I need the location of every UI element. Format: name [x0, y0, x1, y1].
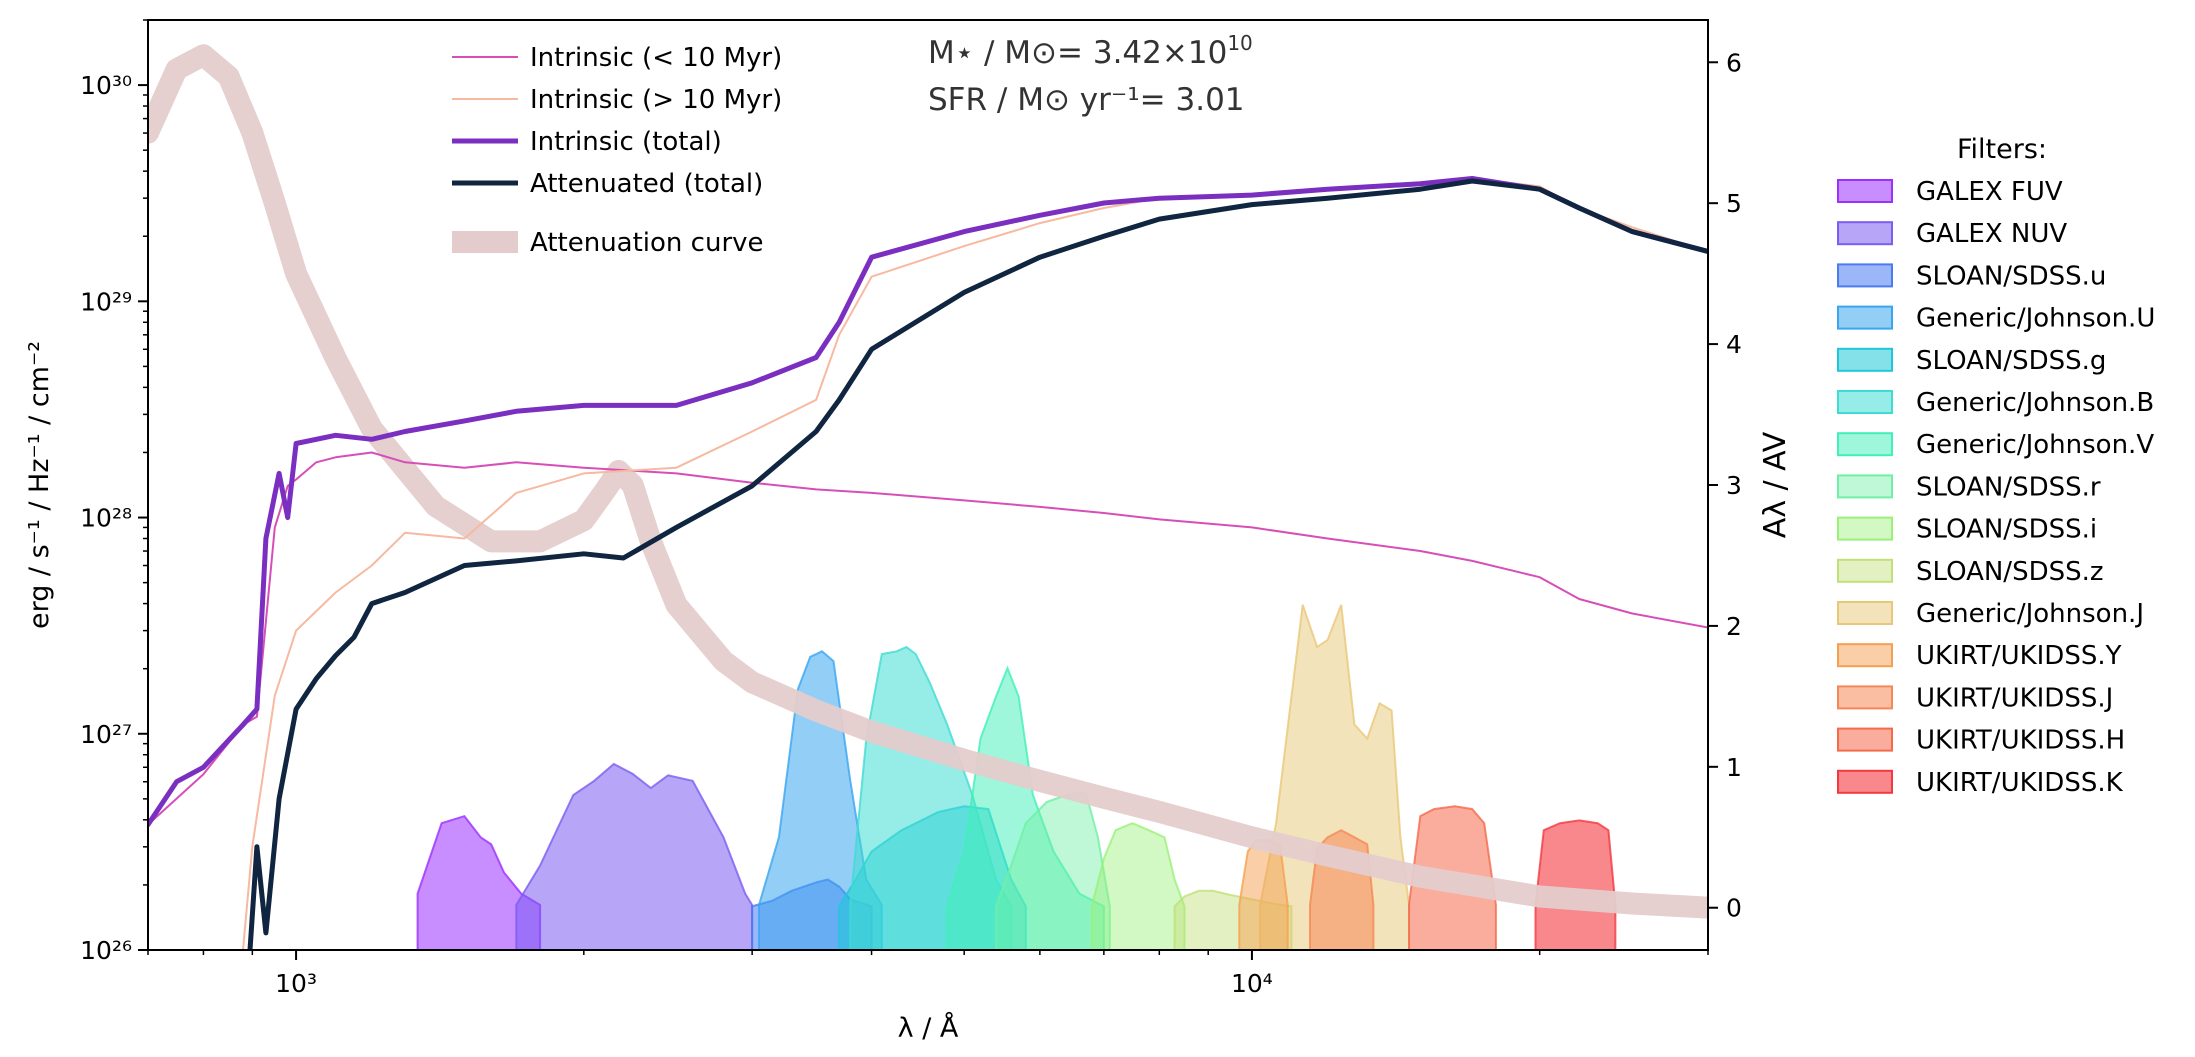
spectra-legend: Intrinsic (< 10 Myr) Intrinsic (> 10 Myr)… — [452, 43, 782, 258]
filter-swatch-ukirt-ukidss-k — [1837, 769, 1893, 794]
axes: 10³ 10⁴ 10²⁶ 10²⁷ 10²⁸ 10²⁹ 10³⁰ 0 1 2 3 4 5 6 — [80, 19, 1742, 998]
filter-swatch-generic-johnson-b — [1837, 390, 1893, 414]
filter-swatch-sloan-sdss-g — [1837, 347, 1893, 372]
sfr-annotation: SFR / M⊙ yr⁻¹= 3.01 — [928, 82, 1245, 118]
filter-label-ukirt-ukidss-y: UKIRT/UKIDSS.Y — [1916, 641, 2122, 671]
filter-sloan-sdss-i — [1090, 822, 1186, 950]
y2-tick-label: 0 — [1726, 894, 1742, 923]
spectra-lines — [148, 44, 1708, 950]
legend-label-intrinsic-10-myr: Intrinsic (> 10 Myr) — [530, 85, 782, 115]
y2-tick-label: 1 — [1726, 753, 1742, 782]
legend-label-attenuation-curve: Attenuation curve — [530, 228, 764, 258]
filter-label-generic-johnson-b: Generic/Johnson.B — [1916, 388, 2154, 418]
filter-swatch-galex-fuv — [1837, 179, 1893, 203]
filter-swatch-ukirt-ukidss-h — [1837, 727, 1893, 752]
filter-label-ukirt-ukidss-j: UKIRT/UKIDSS.J — [1916, 683, 2113, 713]
filter-label-sloan-sdss-g: SLOAN/SDSS.g — [1916, 346, 2106, 376]
filter-galex-nuv — [515, 762, 754, 950]
y-tick-label: 10³⁰ — [80, 71, 132, 100]
filter-label-sloan-sdss-z: SLOAN/SDSS.z — [1916, 557, 2104, 587]
filters-legend-title: Filters: — [1957, 134, 2047, 165]
filter-label-generic-johnson-v: Generic/Johnson.V — [1916, 430, 2154, 460]
filter-ukirt-ukidss-k — [1534, 819, 1617, 950]
series-attenuated-total — [247, 178, 1708, 950]
filter-label-sloan-sdss-u: SLOAN/SDSS.u — [1916, 261, 2106, 291]
x-tick-label: 10⁴ — [1231, 969, 1273, 998]
filter-generic-johnson-v — [946, 665, 1105, 950]
filter-swatch-generic-johnson-j — [1837, 601, 1893, 625]
filter-label-generic-johnson-j: Generic/Johnson.J — [1916, 599, 2144, 629]
series-intrinsic-total — [148, 176, 1708, 828]
filter-swatch-sloan-sdss-z — [1837, 558, 1893, 583]
stellar-mass-annotation: M⋆ / M⊙= 3.42×1010 — [928, 31, 1253, 71]
y2-tick-label: 6 — [1726, 48, 1742, 77]
legend-label-attenuated-total: Attenuated (total) — [530, 169, 763, 199]
filter-label-galex-fuv: GALEX FUV — [1916, 177, 2063, 207]
y2-tick-label: 5 — [1726, 189, 1742, 218]
filter-label-sloan-sdss-i: SLOAN/SDSS.i — [1916, 515, 2097, 545]
series-intrinsic-10-myr — [148, 451, 1708, 826]
stellar-mass-exponent: 10 — [1227, 31, 1252, 55]
y-tick-label: 10²⁸ — [80, 504, 132, 533]
filter-swatch-ukirt-ukidss-j — [1837, 685, 1893, 710]
filter-swatch-ukirt-ukidss-y — [1837, 643, 1893, 668]
filter-ukirt-ukidss-y — [1238, 839, 1289, 950]
filter-swatch-generic-johnson-v — [1837, 432, 1893, 457]
x-tick-label: 10³ — [275, 969, 317, 998]
y2-tick-label: 3 — [1726, 471, 1742, 500]
series-attenuation-curve — [148, 44, 1708, 919]
filter-swatch-sloan-sdss-r — [1837, 474, 1893, 499]
y-tick-label: 10²⁷ — [80, 720, 132, 749]
filter-label-sloan-sdss-r: SLOAN/SDSS.r — [1916, 472, 2101, 502]
filter-label-galex-nuv: GALEX NUV — [1916, 219, 2067, 249]
filter-swatch-sloan-sdss-i — [1837, 516, 1893, 541]
x-axis-label: λ / Å — [898, 1012, 959, 1044]
y-tick-label: 10²⁹ — [80, 287, 132, 316]
filter-swatch-galex-nuv — [1837, 221, 1893, 246]
legend-label-intrinsic-10-myr: Intrinsic (< 10 Myr) — [530, 43, 782, 73]
legend-label-intrinsic-total: Intrinsic (total) — [530, 127, 722, 157]
filter-swatch-sloan-sdss-u — [1837, 263, 1893, 288]
filter-label-ukirt-ukidss-h: UKIRT/UKIDSS.H — [1916, 726, 2125, 756]
stellar-mass-text: M⋆ / M⊙= 3.42×10 — [928, 35, 1227, 71]
filter-swatch-generic-johnson-u — [1837, 305, 1893, 330]
y-tick-label: 10²⁶ — [80, 936, 132, 965]
y-axis-label: erg / s⁻¹ / Hz⁻¹ / cm⁻² — [24, 341, 55, 629]
y2-axis-label: Aλ / AV — [1758, 431, 1793, 538]
filter-label-ukirt-ukidss-k: UKIRT/UKIDSS.K — [1916, 768, 2124, 798]
y2-tick-label: 2 — [1726, 612, 1742, 641]
y2-tick-label: 4 — [1726, 330, 1742, 359]
filter-label-generic-johnson-u: Generic/Johnson.U — [1916, 304, 2155, 334]
filters-legend: GALEX FUV GALEX NUV SLOAN/SDSS.u Generic/Jo… — [1837, 177, 2155, 798]
